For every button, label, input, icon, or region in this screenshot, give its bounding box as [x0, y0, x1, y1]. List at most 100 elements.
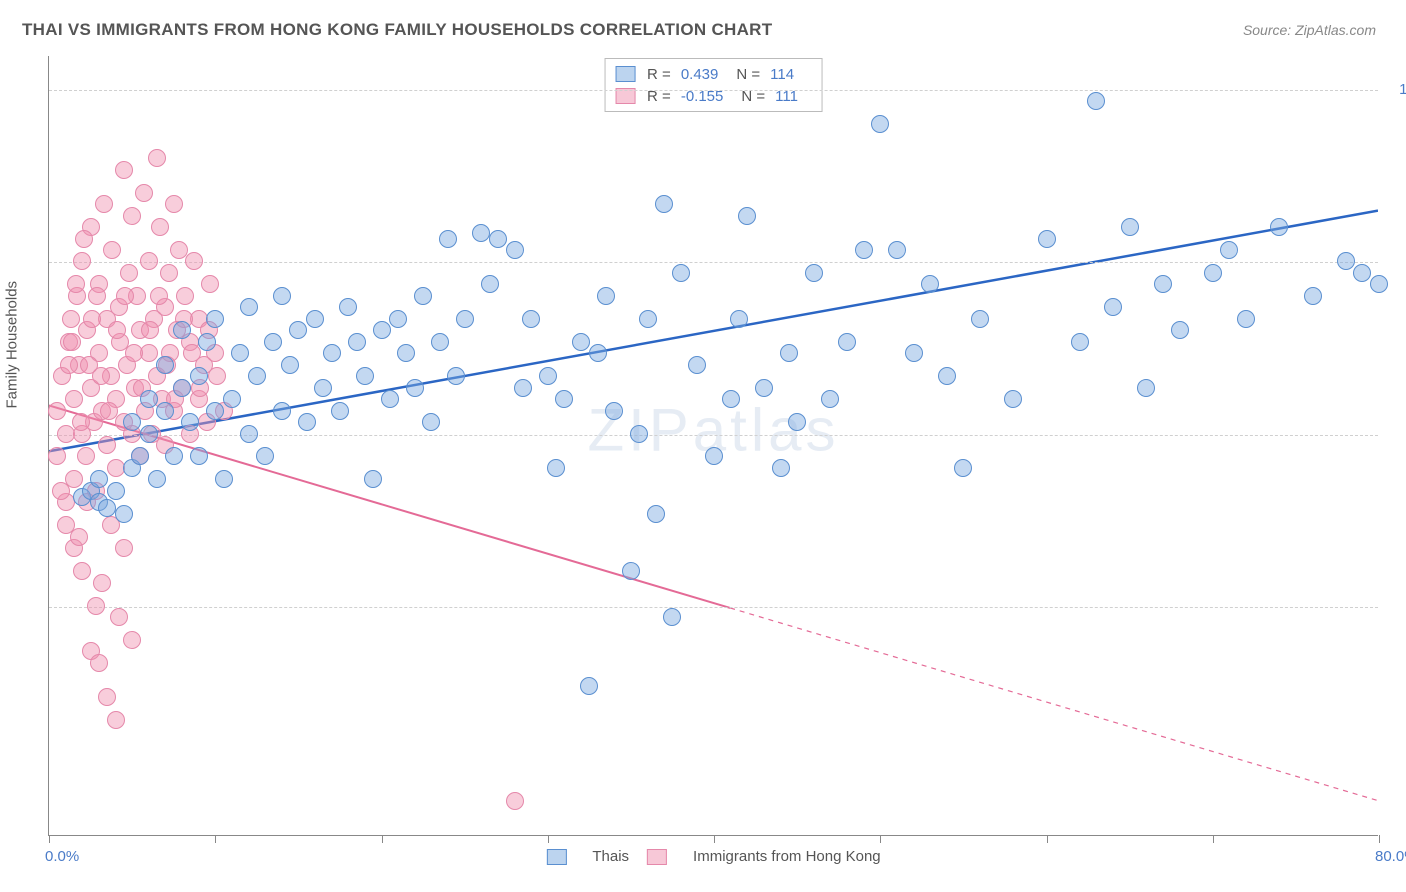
data-point — [140, 425, 158, 443]
data-point — [231, 344, 249, 362]
data-point — [971, 310, 989, 328]
data-point — [273, 402, 291, 420]
data-point — [339, 298, 357, 316]
data-point — [62, 310, 80, 328]
data-point — [273, 287, 291, 305]
data-point — [67, 275, 85, 293]
data-point — [772, 459, 790, 477]
x-tick — [548, 835, 549, 843]
data-point — [555, 390, 573, 408]
data-point — [730, 310, 748, 328]
data-point — [75, 230, 93, 248]
data-point — [1038, 230, 1056, 248]
data-point — [240, 425, 258, 443]
data-point — [98, 499, 116, 517]
swatch-pink-icon — [647, 849, 667, 865]
data-point — [605, 402, 623, 420]
data-point — [397, 344, 415, 362]
data-point — [439, 230, 457, 248]
data-point — [98, 436, 116, 454]
data-point — [107, 482, 125, 500]
data-point — [123, 413, 141, 431]
data-point — [572, 333, 590, 351]
data-point — [140, 252, 158, 270]
data-point — [77, 447, 95, 465]
data-point — [921, 275, 939, 293]
data-point — [298, 413, 316, 431]
x-tick — [1213, 835, 1214, 843]
data-point — [672, 264, 690, 282]
data-point — [190, 367, 208, 385]
swatch-blue-icon — [615, 66, 635, 82]
x-tick-label: 0.0% — [45, 848, 79, 865]
data-point — [95, 195, 113, 213]
y-tick-label: 100.0% — [1390, 81, 1406, 98]
data-point — [148, 149, 166, 167]
x-tick — [880, 835, 881, 843]
gridline — [49, 607, 1378, 608]
data-point — [190, 447, 208, 465]
data-point — [597, 287, 615, 305]
data-point — [1270, 218, 1288, 236]
data-point — [123, 631, 141, 649]
data-point — [140, 390, 158, 408]
x-tick — [714, 835, 715, 843]
data-point — [103, 241, 121, 259]
data-point — [639, 310, 657, 328]
stats-row-thais: R = 0.439 N = 114 — [615, 63, 812, 85]
data-point — [208, 367, 226, 385]
y-tick-label: 55.0% — [1390, 598, 1406, 615]
y-tick-label: 85.0% — [1390, 253, 1406, 270]
stats-row-hk: R = -0.155 N = 111 — [615, 85, 812, 107]
chart-title: THAI VS IMMIGRANTS FROM HONG KONG FAMILY… — [22, 20, 772, 40]
data-point — [506, 792, 524, 810]
y-tick-label: 70.0% — [1390, 426, 1406, 443]
data-point — [722, 390, 740, 408]
data-point — [314, 379, 332, 397]
data-point — [1154, 275, 1172, 293]
data-point — [60, 356, 78, 374]
data-point — [472, 224, 490, 242]
data-point — [323, 344, 341, 362]
data-point — [514, 379, 532, 397]
data-point — [954, 459, 972, 477]
data-point — [1087, 92, 1105, 110]
data-point — [115, 539, 133, 557]
chart-plot-area: ZIPatlas R = 0.439 N = 114 R = -0.155 N … — [48, 56, 1378, 836]
n-value-thais: 114 — [770, 66, 794, 83]
data-point — [331, 402, 349, 420]
data-point — [821, 390, 839, 408]
data-point — [156, 402, 174, 420]
data-point — [788, 413, 806, 431]
data-point — [705, 447, 723, 465]
data-point — [838, 333, 856, 351]
data-point — [80, 356, 98, 374]
data-point — [141, 321, 159, 339]
data-point — [107, 711, 125, 729]
x-tick — [382, 835, 383, 843]
data-point — [580, 677, 598, 695]
data-point — [780, 344, 798, 362]
data-point — [223, 390, 241, 408]
data-point — [115, 161, 133, 179]
data-point — [1237, 310, 1255, 328]
data-point — [176, 287, 194, 305]
data-point — [148, 470, 166, 488]
data-point — [87, 597, 105, 615]
data-point — [373, 321, 391, 339]
data-point — [855, 241, 873, 259]
data-point — [150, 287, 168, 305]
data-point — [1171, 321, 1189, 339]
data-point — [539, 367, 557, 385]
gridline — [49, 90, 1378, 91]
data-point — [447, 367, 465, 385]
data-point — [63, 333, 81, 351]
data-point — [663, 608, 681, 626]
data-point — [422, 413, 440, 431]
series-label-hk: Immigrants from Hong Kong — [693, 848, 881, 865]
data-point — [414, 287, 432, 305]
data-point — [622, 562, 640, 580]
data-point — [183, 344, 201, 362]
data-point — [348, 333, 366, 351]
x-tick — [215, 835, 216, 843]
